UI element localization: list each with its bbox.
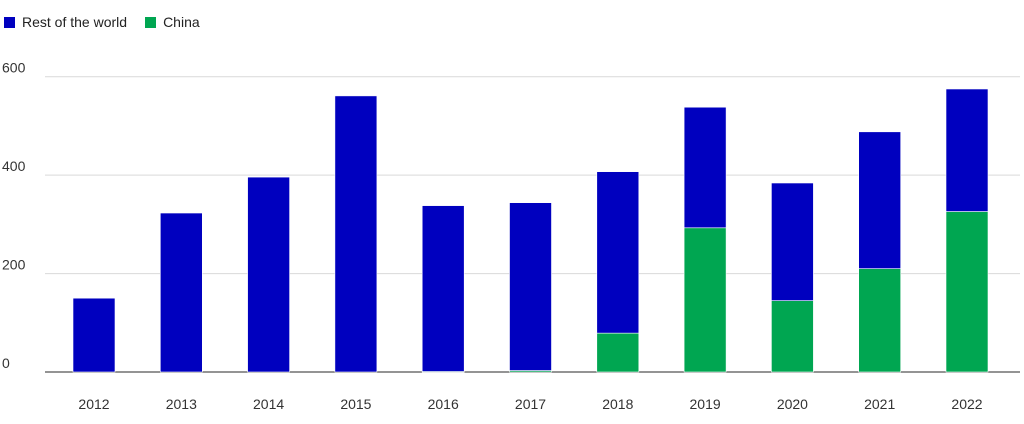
bar-rest-of-the-world-2013 [160, 212, 203, 373]
bar-rest-of-the-world-2020 [771, 182, 814, 301]
bar-china-2019 [683, 227, 727, 373]
y-tick-label: 600 [2, 60, 26, 76]
x-tick-label-2012: 2012 [78, 396, 109, 412]
bars [72, 88, 989, 373]
bar-rest-of-the-world-2016 [421, 205, 465, 372]
bar-rest-of-the-world-2012 [72, 297, 116, 373]
x-tick-label-2017: 2017 [515, 396, 546, 412]
legend-item-rest-of-world: Rest of the world [4, 14, 127, 30]
x-tick-label-2014: 2014 [253, 396, 284, 412]
x-tick-label-2013: 2013 [166, 396, 197, 412]
bar-rest-of-the-world-2014 [247, 176, 290, 373]
bar-rest-of-the-world-2018 [596, 171, 640, 334]
x-tick-label-2020: 2020 [777, 396, 808, 412]
legend-label-china: China [163, 14, 200, 30]
y-tick-label: 0 [2, 355, 10, 371]
bar-china-2022 [945, 211, 989, 373]
bar-china-2020 [771, 300, 814, 373]
y-tick-label: 200 [2, 257, 26, 273]
bar-rest-of-the-world-2019 [683, 106, 727, 229]
legend-swatch-rest-of-world [4, 16, 15, 28]
bar-china-2021 [858, 268, 902, 373]
x-axis-ticks: 2012 2013 2014 2015 2016 2017 2018 2019 2020 2021… [78, 396, 982, 412]
bar-rest-of-the-world-2015 [334, 95, 378, 373]
x-tick-label-2018: 2018 [602, 396, 633, 412]
bar-rest-of-the-world-2021 [858, 131, 902, 269]
legend-label-rest-of-world: Rest of the world [22, 14, 128, 30]
bar-rest-of-the-world-2022 [945, 88, 989, 212]
x-tick-label-2015: 2015 [340, 396, 371, 412]
x-tick-label-2022: 2022 [951, 396, 982, 412]
legend-item-china: China [145, 14, 200, 30]
bar-china-2018 [596, 332, 640, 373]
x-tick-label-2021: 2021 [864, 396, 895, 412]
bar-rest-of-the-world-2017 [509, 202, 552, 371]
y-tick-label: 400 [2, 158, 26, 174]
chart-legend: Rest of the world China [4, 14, 218, 30]
x-tick-label-2019: 2019 [690, 396, 721, 412]
legend-swatch-china [145, 16, 157, 28]
x-tick-label-2016: 2016 [428, 396, 459, 412]
y-axis-ticks: 0 200 400 600 [2, 60, 26, 371]
